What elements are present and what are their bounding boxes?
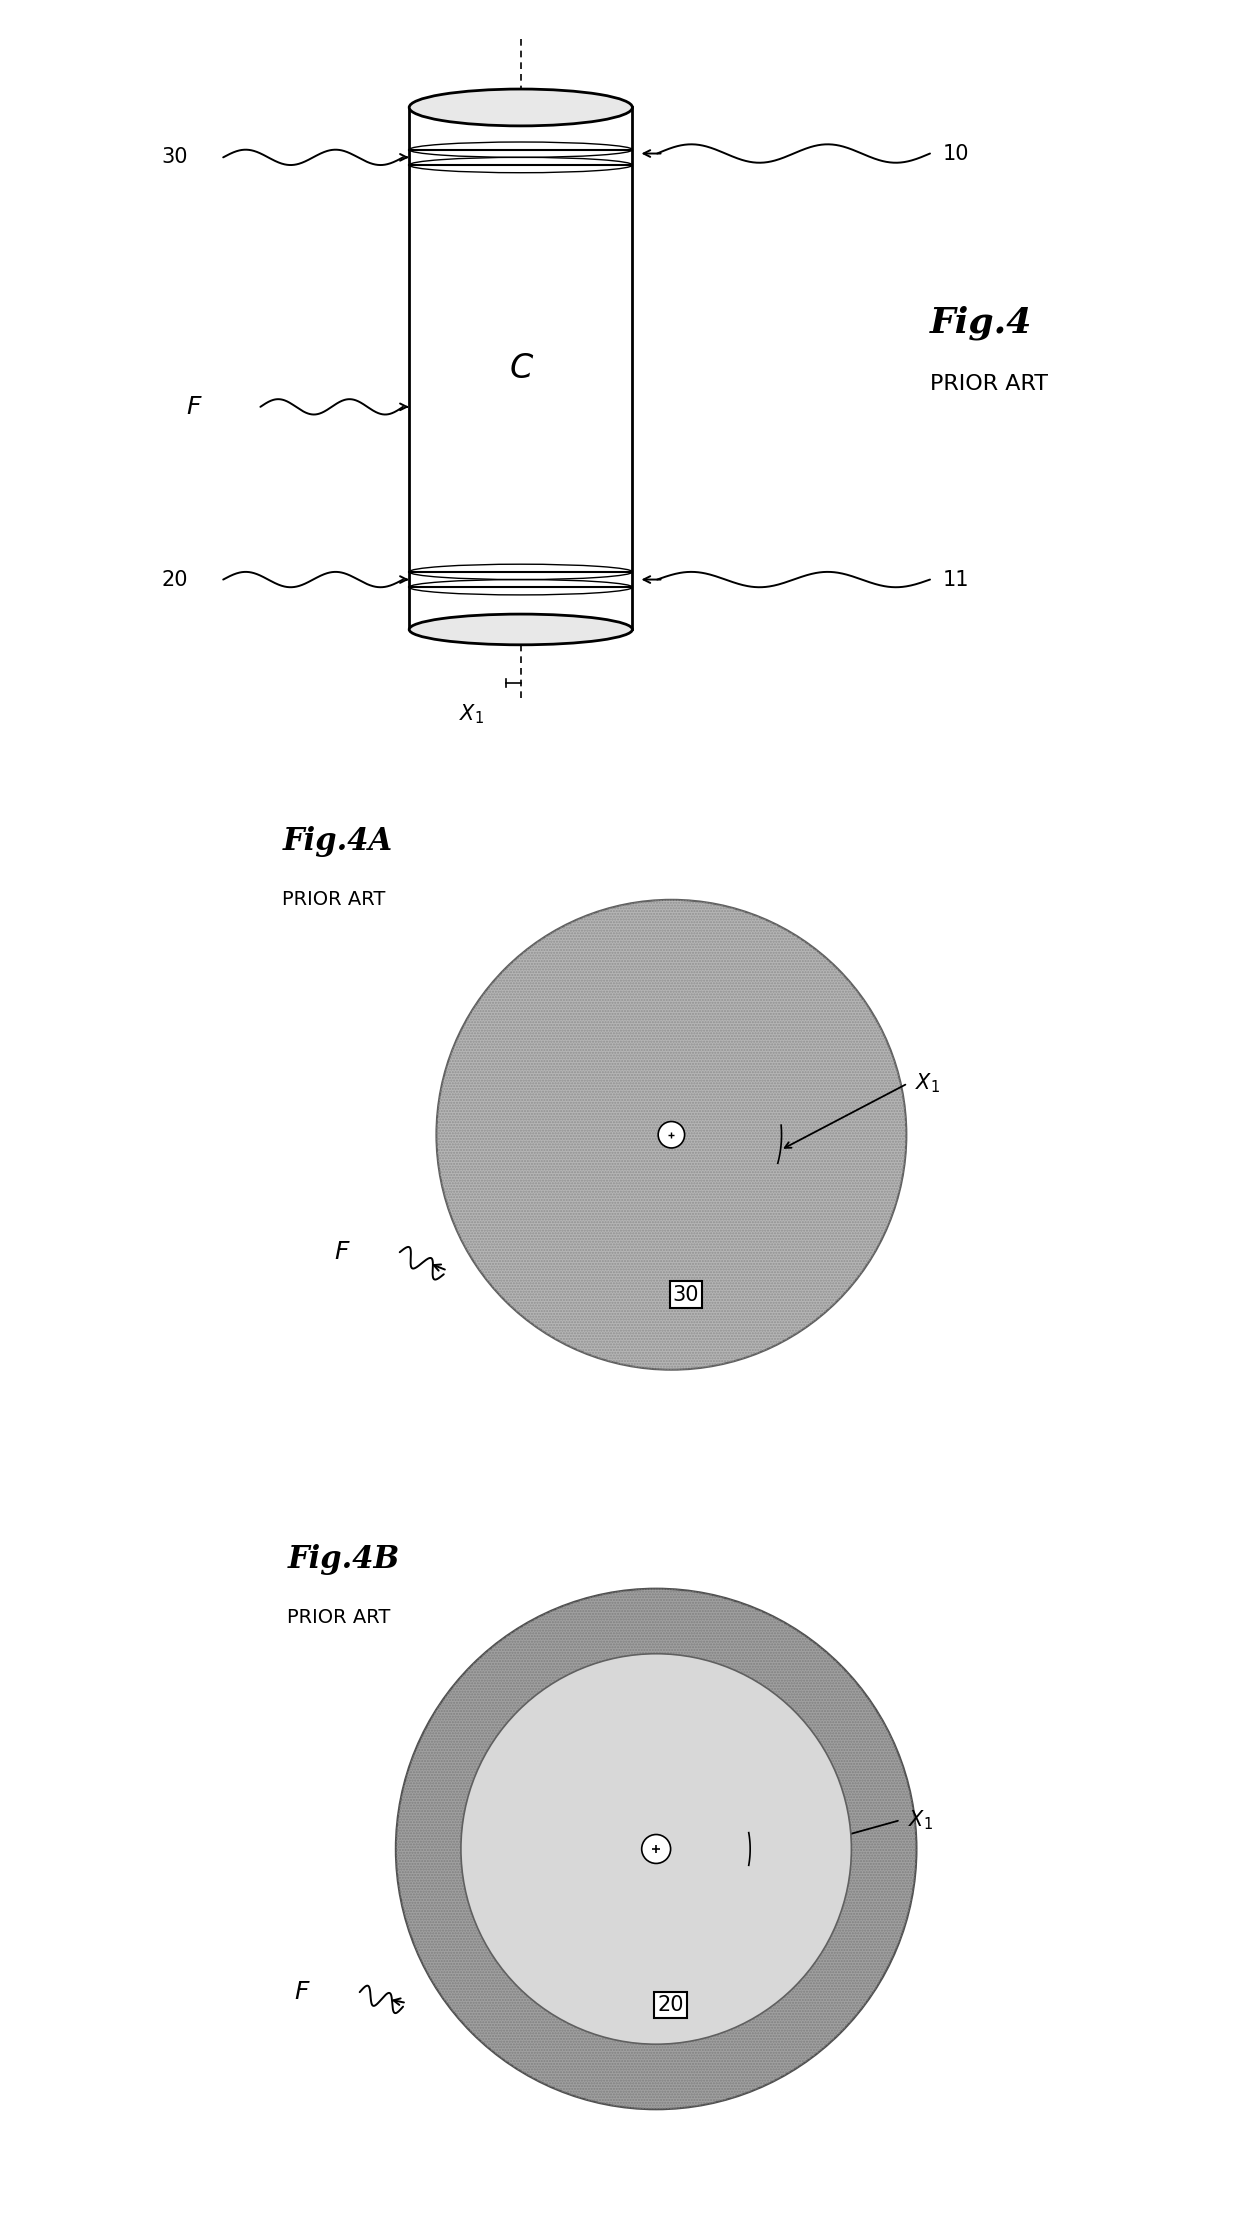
Text: Fig.4B: Fig.4B	[288, 1544, 399, 1575]
Text: F: F	[295, 1980, 309, 2005]
Text: 20: 20	[657, 1996, 684, 2016]
Text: PRIOR ART: PRIOR ART	[288, 1609, 391, 1626]
Circle shape	[396, 1589, 916, 2109]
Text: 30: 30	[673, 1284, 699, 1304]
Text: F: F	[334, 1239, 348, 1264]
Text: F: F	[186, 394, 201, 418]
Circle shape	[497, 1691, 815, 2007]
Text: $X_1$: $X_1$	[915, 1072, 940, 1095]
Text: $X_1$: $X_1$	[459, 703, 484, 725]
Text: 10: 10	[942, 145, 968, 162]
Text: 30: 30	[161, 147, 187, 167]
Text: Fig.4A: Fig.4A	[283, 825, 392, 857]
Text: 11: 11	[942, 570, 968, 590]
Circle shape	[569, 1762, 743, 1936]
Circle shape	[599, 1791, 714, 1907]
Circle shape	[533, 1727, 779, 1971]
Text: PRIOR ART: PRIOR ART	[930, 374, 1048, 394]
Text: C: C	[510, 352, 532, 385]
Text: 20: 20	[161, 570, 187, 590]
Circle shape	[658, 1121, 684, 1148]
Text: PRIOR ART: PRIOR ART	[283, 890, 386, 910]
Circle shape	[436, 899, 906, 1371]
Circle shape	[641, 1833, 671, 1862]
Text: Fig.4: Fig.4	[930, 305, 1033, 340]
Circle shape	[627, 1820, 684, 1878]
Circle shape	[461, 1653, 852, 2045]
Text: $X_1$: $X_1$	[908, 1809, 932, 1831]
Ellipse shape	[409, 614, 632, 645]
Ellipse shape	[409, 89, 632, 127]
